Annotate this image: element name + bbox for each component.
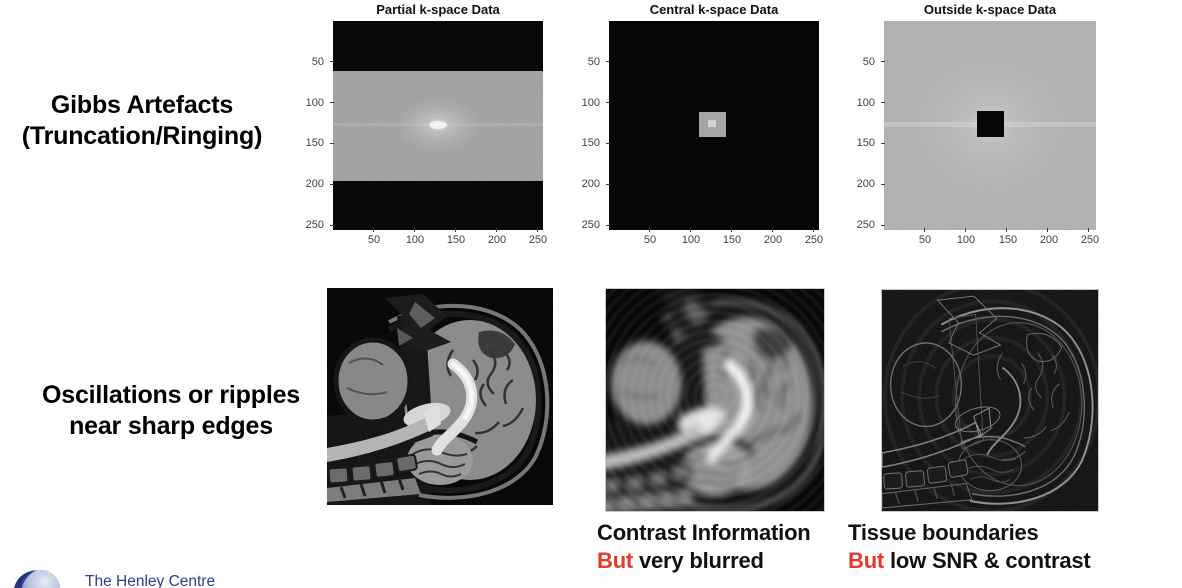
y-tick: 200 [581, 178, 600, 190]
label-gibbs-line1: Gibbs Artefacts [50, 91, 234, 119]
y-axis-ticks [330, 21, 334, 230]
y-tick: 50 [311, 56, 324, 68]
caption-but-highlight: But [848, 548, 885, 573]
y-tick: 250 [581, 219, 600, 231]
x-tick: 200 [1039, 234, 1059, 246]
y-tick: 150 [305, 137, 324, 149]
x-tick: 50 [643, 234, 657, 246]
y-axis-ticks [606, 21, 610, 230]
kspace-plot-partial [333, 21, 543, 230]
x-tick: 100 [956, 234, 976, 246]
caption-central-rest: very blurred [638, 548, 764, 573]
x-axis-ticks [609, 228, 819, 232]
x-axis-ticks [333, 228, 543, 232]
label-gibbs-artefacts: Gibbs Artefacts (Truncation/Ringing) [0, 90, 284, 152]
kspace-plot-outside [884, 21, 1096, 230]
caption-outside-rest: low SNR & contrast [889, 548, 1091, 573]
x-tick: 100 [681, 234, 701, 246]
y-tick: 200 [856, 178, 875, 190]
x-tick: 200 [763, 234, 783, 246]
x-tick: 50 [367, 234, 381, 246]
y-tick: 250 [856, 219, 875, 231]
mri-image-edges [881, 289, 1099, 512]
mri-image-blurred [605, 288, 825, 512]
mri-image-sharp [327, 288, 553, 505]
kspace-title-partial: Partial k-space Data [376, 2, 500, 17]
y-tick: 100 [305, 97, 324, 109]
label-oscillations-line1: Oscillations or ripples [42, 381, 300, 409]
y-tick: 100 [856, 97, 875, 109]
y-tick: 50 [587, 56, 600, 68]
y-axis-ticks [881, 21, 885, 230]
x-tick: 150 [722, 234, 742, 246]
y-tick: 150 [856, 137, 875, 149]
sphere-logo-icon [14, 570, 61, 588]
caption-outside-line2: But low SNR & contrast [848, 547, 1091, 575]
caption-central-line2: But very blurred [597, 547, 811, 575]
x-axis-ticks [884, 228, 1096, 232]
kspace-title-central: Central k-space Data [649, 2, 779, 17]
y-tick: 100 [581, 97, 600, 109]
x-tick: 250 [528, 234, 548, 246]
x-tick: 250 [1080, 234, 1100, 246]
kspace-title-outside: Outside k-space Data [923, 2, 1057, 17]
y-tick: 200 [305, 178, 324, 190]
label-oscillations: Oscillations or ripples near sharp edges [8, 380, 334, 442]
y-tick: 150 [581, 137, 600, 149]
caption-central-recon: Contrast Information But very blurred [597, 519, 811, 575]
x-tick: 100 [405, 234, 425, 246]
logo-text: The Henley Centre [85, 573, 216, 588]
x-tick: 200 [487, 234, 507, 246]
x-tick: 150 [998, 234, 1018, 246]
x-tick: 150 [446, 234, 466, 246]
x-tick: 50 [918, 234, 932, 246]
y-tick: 50 [862, 56, 875, 68]
caption-outside-line1: Tissue boundaries [848, 520, 1039, 545]
y-tick: 250 [305, 219, 324, 231]
caption-outside-recon: Tissue boundaries But low SNR & contrast [848, 519, 1091, 575]
caption-central-line1: Contrast Information [597, 520, 811, 545]
label-oscillations-line2: near sharp edges [69, 412, 273, 440]
kspace-plot-central [609, 21, 819, 230]
label-gibbs-line2: (Truncation/Ringing) [21, 122, 263, 150]
caption-but-highlight: But [597, 548, 634, 573]
x-tick: 250 [804, 234, 824, 246]
ringing-ripple-overlay [606, 289, 824, 511]
